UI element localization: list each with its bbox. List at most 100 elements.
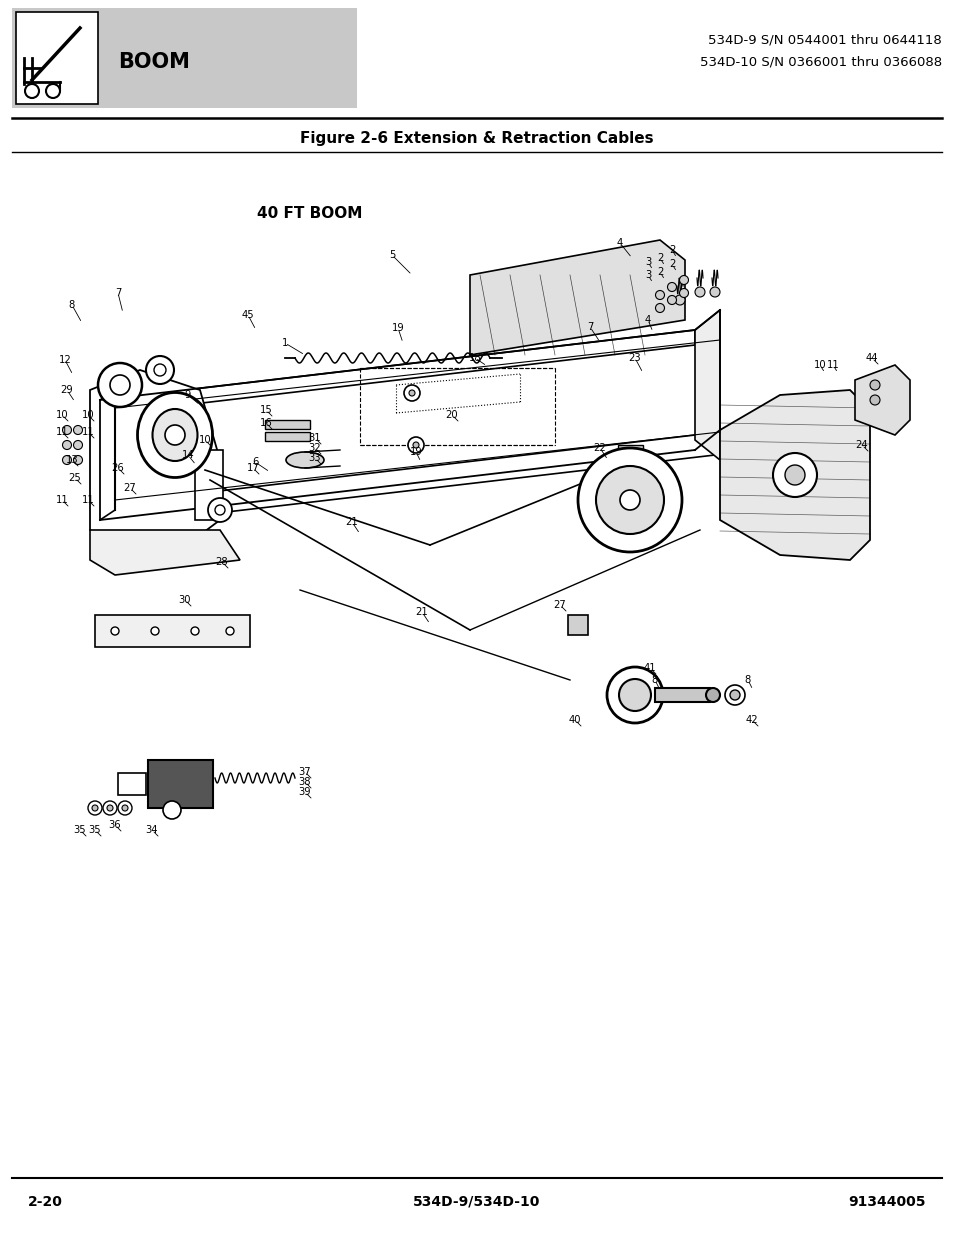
Text: 18: 18 — [468, 353, 481, 363]
Circle shape — [63, 456, 71, 464]
Text: 11: 11 — [82, 427, 94, 437]
Circle shape — [111, 627, 119, 635]
Polygon shape — [100, 435, 714, 525]
Circle shape — [655, 304, 664, 312]
Circle shape — [73, 441, 82, 450]
Circle shape — [163, 802, 181, 819]
Text: 4: 4 — [644, 315, 651, 325]
Bar — [16, 12, 98, 104]
Circle shape — [98, 363, 142, 408]
Text: 2: 2 — [656, 267, 662, 277]
Polygon shape — [470, 240, 684, 354]
Circle shape — [667, 283, 676, 291]
Circle shape — [165, 425, 185, 445]
Text: 19: 19 — [409, 447, 422, 457]
Text: 91344005: 91344005 — [847, 1195, 925, 1209]
Text: 2: 2 — [668, 259, 675, 269]
Text: 11: 11 — [55, 495, 69, 505]
Circle shape — [46, 84, 60, 98]
Polygon shape — [90, 370, 220, 545]
Bar — [118, 773, 146, 795]
Text: 27: 27 — [124, 483, 136, 493]
Text: 5: 5 — [389, 249, 395, 261]
Circle shape — [679, 275, 688, 284]
Text: 36: 36 — [109, 820, 121, 830]
Text: 2-20: 2-20 — [28, 1195, 63, 1209]
Text: 534D-9/534D-10: 534D-9/534D-10 — [413, 1195, 540, 1209]
Text: 24: 24 — [855, 440, 867, 450]
Text: 41: 41 — [643, 663, 656, 673]
Text: 32: 32 — [309, 443, 321, 453]
Text: 1: 1 — [281, 338, 288, 348]
Circle shape — [667, 295, 676, 305]
Text: 19: 19 — [392, 324, 404, 333]
Circle shape — [772, 453, 816, 496]
Circle shape — [403, 385, 419, 401]
Text: 17: 17 — [247, 463, 259, 473]
Polygon shape — [90, 530, 240, 576]
Text: 534D-9 S/N 0544001 thru 0644118: 534D-9 S/N 0544001 thru 0644118 — [707, 33, 941, 47]
Circle shape — [88, 802, 102, 815]
Text: Figure 2-6 Extension & Retraction Cables: Figure 2-6 Extension & Retraction Cables — [300, 131, 653, 146]
Text: 45: 45 — [241, 310, 254, 320]
Text: 3: 3 — [644, 270, 651, 280]
Text: 39: 39 — [298, 787, 311, 797]
Circle shape — [73, 456, 82, 464]
Bar — [265, 420, 310, 429]
Bar — [655, 688, 709, 701]
Text: 10: 10 — [82, 410, 94, 420]
Text: 10: 10 — [55, 410, 69, 420]
Text: 42: 42 — [745, 715, 758, 725]
Text: 14: 14 — [181, 450, 194, 459]
Text: 29: 29 — [61, 385, 73, 395]
Circle shape — [208, 498, 232, 522]
Circle shape — [214, 505, 225, 515]
Text: 10: 10 — [198, 435, 212, 445]
Circle shape — [655, 290, 664, 300]
Text: 16: 16 — [259, 417, 273, 429]
Circle shape — [103, 802, 117, 815]
Polygon shape — [100, 390, 115, 520]
Circle shape — [63, 441, 71, 450]
Circle shape — [408, 437, 423, 453]
Circle shape — [618, 679, 650, 711]
Circle shape — [869, 380, 879, 390]
Text: 40 FT BOOM: 40 FT BOOM — [257, 205, 362, 221]
Circle shape — [122, 805, 128, 811]
Circle shape — [91, 805, 98, 811]
Text: 15: 15 — [259, 405, 273, 415]
Text: 9: 9 — [185, 390, 191, 400]
Bar — [148, 760, 213, 808]
Circle shape — [709, 287, 720, 296]
Text: 33: 33 — [309, 453, 321, 463]
Text: 20: 20 — [445, 410, 457, 420]
Polygon shape — [720, 390, 869, 559]
Text: 35: 35 — [73, 825, 86, 835]
Bar — [567, 615, 587, 635]
Text: 11: 11 — [55, 427, 69, 437]
Text: 7: 7 — [114, 288, 121, 298]
Circle shape — [118, 802, 132, 815]
Text: 30: 30 — [178, 595, 191, 605]
Polygon shape — [100, 330, 695, 415]
Circle shape — [409, 390, 415, 396]
Text: 11: 11 — [825, 359, 839, 370]
Text: 534D-10 S/N 0366001 thru 0366088: 534D-10 S/N 0366001 thru 0366088 — [700, 56, 941, 68]
Text: 21: 21 — [416, 606, 428, 618]
Ellipse shape — [137, 393, 213, 478]
Polygon shape — [695, 310, 720, 459]
Text: 23: 23 — [628, 353, 640, 363]
Text: 38: 38 — [298, 777, 311, 787]
Circle shape — [675, 295, 684, 305]
Text: 7: 7 — [586, 322, 593, 332]
Text: 2: 2 — [656, 253, 662, 263]
Text: BOOM: BOOM — [118, 52, 190, 72]
Text: 13: 13 — [66, 454, 78, 466]
Text: 22: 22 — [593, 443, 606, 453]
Circle shape — [226, 627, 233, 635]
Circle shape — [784, 466, 804, 485]
Text: 3: 3 — [644, 257, 651, 267]
Text: 27: 27 — [553, 600, 566, 610]
Circle shape — [729, 690, 740, 700]
Bar — [194, 450, 223, 520]
